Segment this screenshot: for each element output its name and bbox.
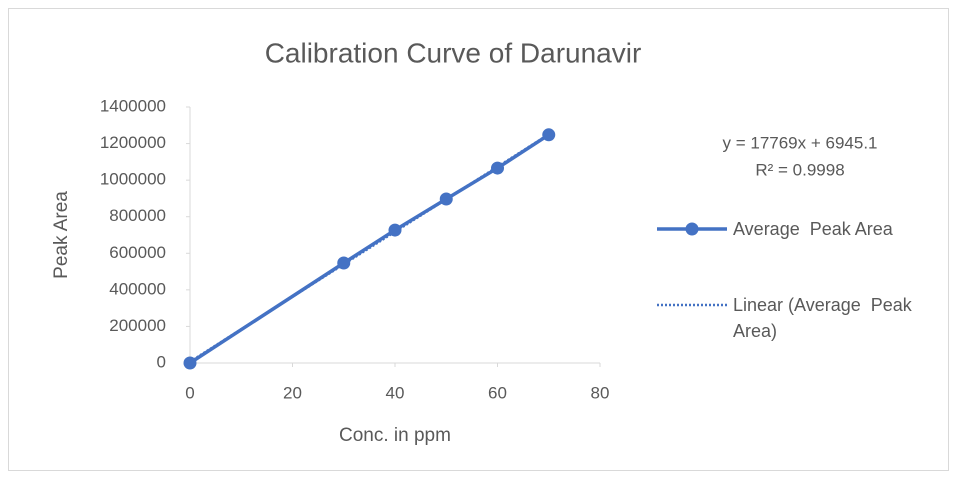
x-tick-label: 20: [283, 383, 302, 402]
y-tick-label: 0: [157, 352, 166, 371]
x-tick-label: 0: [185, 383, 194, 402]
chart-title: Calibration Curve of Darunavir: [265, 37, 642, 68]
y-tick-label: 600000: [109, 243, 166, 262]
y-axis-title: Peak Area: [51, 191, 72, 279]
x-tick-label: 60: [488, 383, 507, 402]
data-point: [389, 224, 402, 237]
y-tick-label: 400000: [109, 279, 166, 298]
y-tick-label: 200000: [109, 316, 166, 335]
data-point: [184, 357, 197, 370]
x-tick-label: 80: [591, 383, 610, 402]
x-axis-title: Conc. in ppm: [339, 425, 451, 446]
x-tick-label: 40: [386, 383, 405, 402]
y-tick-label: 800000: [109, 206, 166, 225]
trend-equation: y = 17769x + 6945.1: [722, 133, 877, 152]
r-squared: R² = 0.9998: [755, 160, 844, 179]
data-point: [491, 162, 504, 175]
y-tick-label: 1000000: [100, 170, 166, 189]
data-point: [542, 128, 555, 141]
data-point: [337, 256, 350, 269]
legend-label: Linear (Average Peak Area): [733, 292, 948, 344]
data-point: [440, 192, 453, 205]
y-tick-label: 1200000: [100, 133, 166, 152]
y-tick-label: 1400000: [100, 96, 166, 115]
legend-label: Average Peak Area: [733, 216, 948, 242]
legend-marker: [686, 223, 699, 236]
